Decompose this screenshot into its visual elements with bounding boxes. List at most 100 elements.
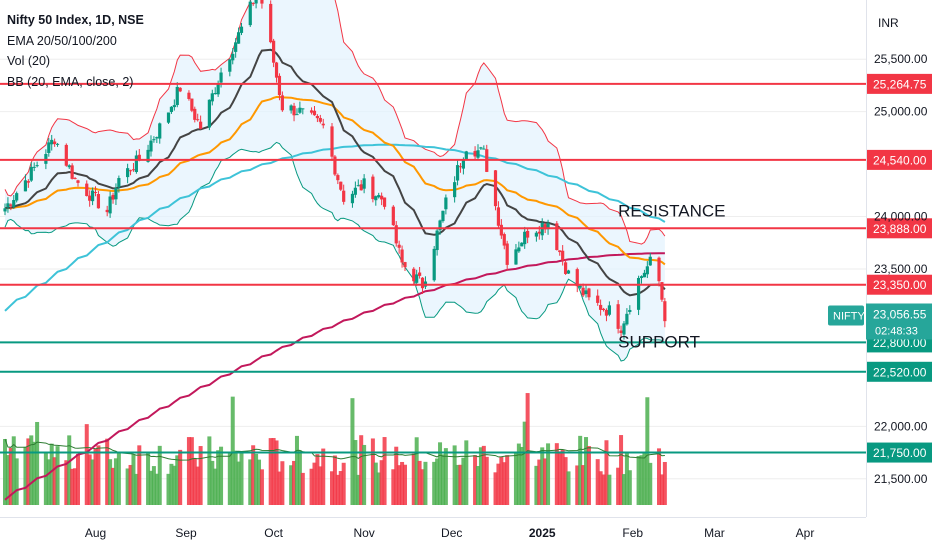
volume-bar (534, 465, 539, 505)
volume-bar (87, 454, 92, 505)
candle-body (64, 144, 68, 166)
volume-bar (332, 455, 337, 505)
volume-bar (46, 459, 51, 505)
volume-bar (70, 468, 75, 505)
volume-bar (111, 467, 116, 505)
volume-bar (499, 456, 504, 505)
volume-bar (73, 468, 78, 505)
candle-body (105, 209, 109, 213)
volume-bar (309, 468, 314, 505)
level-price-label: 23,350.00 (873, 278, 927, 292)
candle-body (254, 0, 258, 4)
candle-body (55, 143, 60, 145)
volume-bar (391, 469, 396, 505)
candle-body (93, 192, 98, 194)
candle-body (622, 323, 626, 335)
volume-bar (90, 459, 95, 505)
candle-body (473, 151, 477, 157)
candle-body (196, 119, 200, 121)
candle-body (292, 105, 296, 116)
volume-bar (254, 453, 259, 505)
candle-body (353, 187, 357, 195)
volume-bar (5, 455, 10, 505)
candle-body (587, 288, 591, 298)
volume-bar (621, 474, 626, 505)
y-tick-label: 23,500.00 (874, 262, 928, 276)
candle-body (642, 272, 647, 278)
candle-body (584, 290, 588, 295)
candle-body (126, 168, 130, 178)
volume-bar (397, 465, 402, 505)
legend-volume[interactable]: Vol (20) (7, 54, 51, 68)
volume-bar (581, 465, 586, 505)
volume-bar (233, 450, 238, 505)
volume-bar (219, 446, 224, 505)
volume-bar (43, 452, 48, 505)
candle-body (493, 170, 498, 207)
volume-bar (411, 453, 416, 505)
candle-body (607, 305, 611, 315)
candle-body (420, 277, 425, 289)
last-price-bg (866, 303, 932, 340)
volume-bar (519, 446, 524, 505)
candle-body (23, 180, 28, 192)
volume-bar (116, 452, 121, 505)
volume-bar (67, 435, 72, 505)
chart-title: Nifty 50 Index, 1D, NSE (7, 13, 144, 27)
legend-bollinger[interactable]: BB (20, EMA, close, 2) (7, 74, 134, 89)
volume-bar (239, 452, 244, 505)
candle-body (117, 178, 121, 188)
volume-bar (420, 469, 425, 505)
axes[interactable]: INR 25,500.00 25,000.00 24,000.00 23,500.00 2… (85, 16, 932, 540)
level-price-label: 21,750.00 (873, 446, 927, 460)
volume-bar (595, 459, 600, 505)
volume-bar (216, 450, 221, 505)
volume-bar (175, 455, 180, 505)
volume-bar (32, 441, 37, 505)
last-price-label: 23,056.55 (873, 308, 927, 322)
y-tick-label: 25,500.00 (874, 52, 928, 66)
candle-body (359, 184, 363, 191)
volume-bar (134, 473, 139, 505)
candle-body (70, 165, 74, 179)
candle-body (274, 62, 279, 78)
candle-body (76, 180, 80, 183)
volume-bar (108, 459, 113, 505)
volume-bar (645, 397, 650, 505)
candle-body (108, 196, 112, 214)
candle-body (432, 248, 436, 281)
candle-body (616, 304, 620, 329)
legend-ema[interactable]: EMA 20/50/100/200 (7, 33, 117, 48)
volume-bar (394, 446, 399, 505)
volume-bar (546, 443, 551, 505)
candle-body (517, 247, 521, 252)
volume-bar (522, 421, 527, 505)
candle-body (298, 107, 302, 113)
candle-body (228, 59, 232, 72)
x-tick-label: 2025 (529, 526, 556, 540)
volume-bar (330, 471, 335, 505)
candle-body (461, 160, 465, 169)
candle-body (234, 42, 238, 52)
candle-body (29, 166, 33, 181)
candle-body (190, 98, 194, 111)
ema-100-line (4, 143, 666, 312)
volume-bar (198, 446, 203, 505)
candles (3, 0, 667, 340)
candle-body (482, 148, 486, 150)
volume-bar (251, 445, 256, 505)
candle-body (502, 234, 506, 246)
candle-body (146, 149, 150, 162)
volume-bar (178, 449, 183, 505)
candle-body (50, 139, 54, 145)
volume-bar (648, 462, 653, 505)
candle-body (289, 105, 293, 111)
volume-bar (627, 470, 632, 505)
volume-bar (146, 452, 151, 505)
volume-bar (248, 459, 253, 505)
x-tick-label: Apr (796, 526, 815, 540)
candle-body (155, 137, 159, 139)
volume-bar (11, 436, 16, 505)
volume-bar (543, 458, 548, 505)
